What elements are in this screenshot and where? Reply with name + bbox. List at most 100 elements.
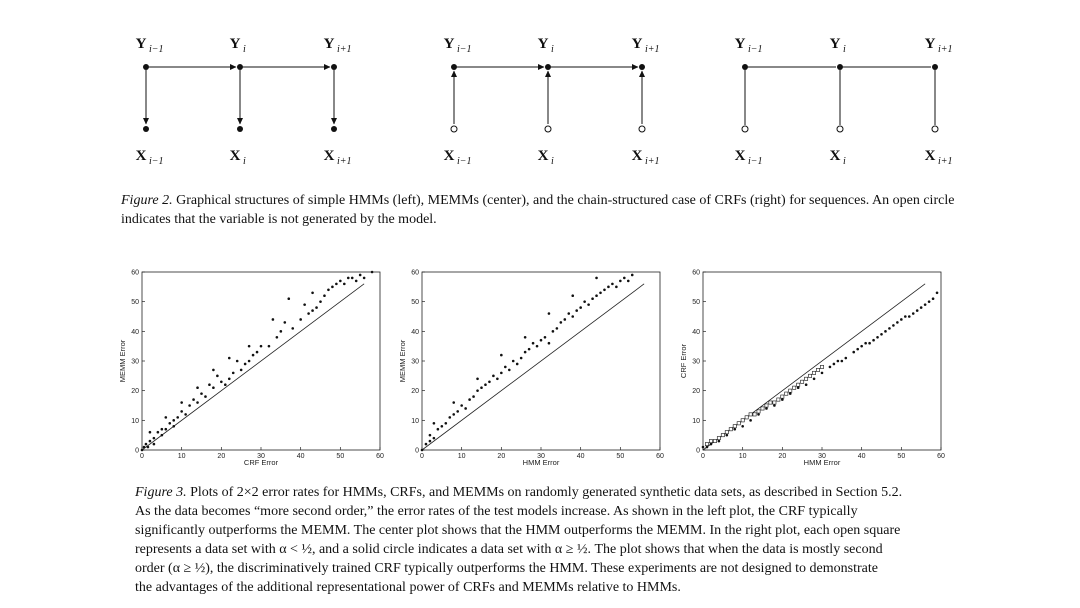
data-point-square (816, 368, 820, 372)
node-x-open-2 (931, 125, 939, 133)
data-point (220, 380, 223, 384)
y-axis-label: MEMM Error (398, 339, 407, 382)
label-x-sub-2: i+1 (645, 156, 660, 167)
y-tick-label: 50 (692, 299, 700, 306)
data-point (611, 282, 614, 286)
data-point (749, 419, 752, 422)
data-point (856, 347, 859, 351)
x-tick-label: 50 (616, 453, 624, 460)
data-point (511, 359, 515, 363)
label-y-sub-0: i−1 (457, 44, 472, 55)
data-point (911, 312, 915, 315)
data-point-square (812, 370, 816, 375)
data-point (832, 362, 836, 366)
data-point-square (780, 394, 785, 399)
data-point (709, 442, 713, 446)
data-point (164, 416, 168, 419)
x-tick-label: 20 (217, 453, 225, 460)
data-point (472, 395, 475, 398)
data-point (876, 335, 879, 339)
x-tick-label: 30 (537, 453, 545, 460)
data-point (515, 362, 519, 366)
data-point (343, 282, 346, 286)
data-point (476, 389, 479, 392)
x-tick-label: 60 (937, 453, 945, 460)
data-point (428, 439, 432, 443)
data-point (476, 377, 479, 381)
data-point (852, 350, 856, 354)
label-y-sub-1: i (243, 44, 246, 55)
node-y-1 (837, 64, 843, 70)
data-point (543, 335, 547, 339)
data-point (370, 270, 374, 274)
data-point (563, 318, 567, 321)
x-tick-label: 30 (257, 453, 265, 460)
data-point (551, 330, 555, 333)
label-x-sub-0: i−1 (457, 156, 472, 167)
scatter-plot-crf-vs-memm: 0 10 20 30 40 50 60 0 10 20 30 40 50 60 CRF Error MEMM … (116, 262, 386, 482)
data-point (354, 279, 358, 283)
data-point-square (712, 439, 717, 444)
data-point (583, 300, 586, 303)
data-point (323, 294, 326, 298)
data-point (142, 445, 146, 449)
data-point (840, 359, 844, 363)
data-point (701, 445, 705, 449)
data-point (480, 386, 483, 389)
data-point (547, 312, 551, 315)
label-x-1: X (830, 148, 841, 164)
data-point (259, 344, 263, 348)
label-x-sub-0: i−1 (149, 156, 164, 167)
data-point (571, 294, 575, 298)
data-point (507, 368, 511, 372)
data-point (271, 318, 275, 321)
x-tick-label: 0 (140, 453, 144, 460)
x-tick-label: 40 (858, 453, 866, 460)
data-point-square (740, 418, 745, 423)
data-point (267, 344, 271, 348)
figure3-caption-line-0: Figure 3. Plots of 2×2 error rates for H… (135, 485, 903, 500)
data-point-square (732, 424, 737, 429)
data-point-square (756, 409, 761, 414)
data-point (880, 333, 883, 336)
y-tick-label: 20 (692, 388, 700, 395)
label-x-sub-1: i (551, 156, 554, 167)
y-tick-label: 20 (131, 388, 139, 395)
data-point (247, 359, 251, 363)
label-x-sub-1: i (243, 156, 246, 167)
data-point-square (752, 412, 757, 417)
y-tick-label: 0 (135, 448, 139, 455)
data-point (275, 335, 279, 339)
y-tick-label: 30 (692, 359, 700, 366)
data-point (575, 309, 578, 312)
figure2-label: Figure 2. (121, 193, 173, 208)
data-point (200, 392, 203, 395)
data-point (535, 344, 539, 348)
data-point-square (736, 421, 741, 426)
scatter-plot-hmm-vs-memm: 0 10 20 30 40 50 60 0 10 20 30 40 50 60 HMM Error MEMM … (396, 262, 666, 482)
data-point (180, 401, 183, 404)
data-point (872, 338, 875, 342)
data-point (168, 422, 172, 425)
node-x-1 (237, 126, 243, 132)
data-point (160, 433, 164, 437)
label-y-0: Y (444, 36, 455, 52)
data-point-square (784, 391, 789, 396)
data-point (619, 279, 622, 283)
y-tick-label: 0 (696, 448, 700, 455)
data-point-square (744, 415, 749, 420)
data-point (527, 347, 531, 351)
data-point-square (724, 430, 729, 435)
y-tick-label: 30 (131, 359, 139, 366)
label-y-sub-0: i−1 (149, 44, 164, 55)
node-y-2 (932, 64, 938, 70)
data-point (923, 303, 927, 306)
node-x-open-2 (638, 125, 646, 133)
data-point (188, 404, 191, 407)
data-point (156, 430, 160, 434)
data-point-square (748, 412, 753, 417)
label-x-0: X (735, 148, 746, 164)
data-point-square (820, 365, 824, 369)
